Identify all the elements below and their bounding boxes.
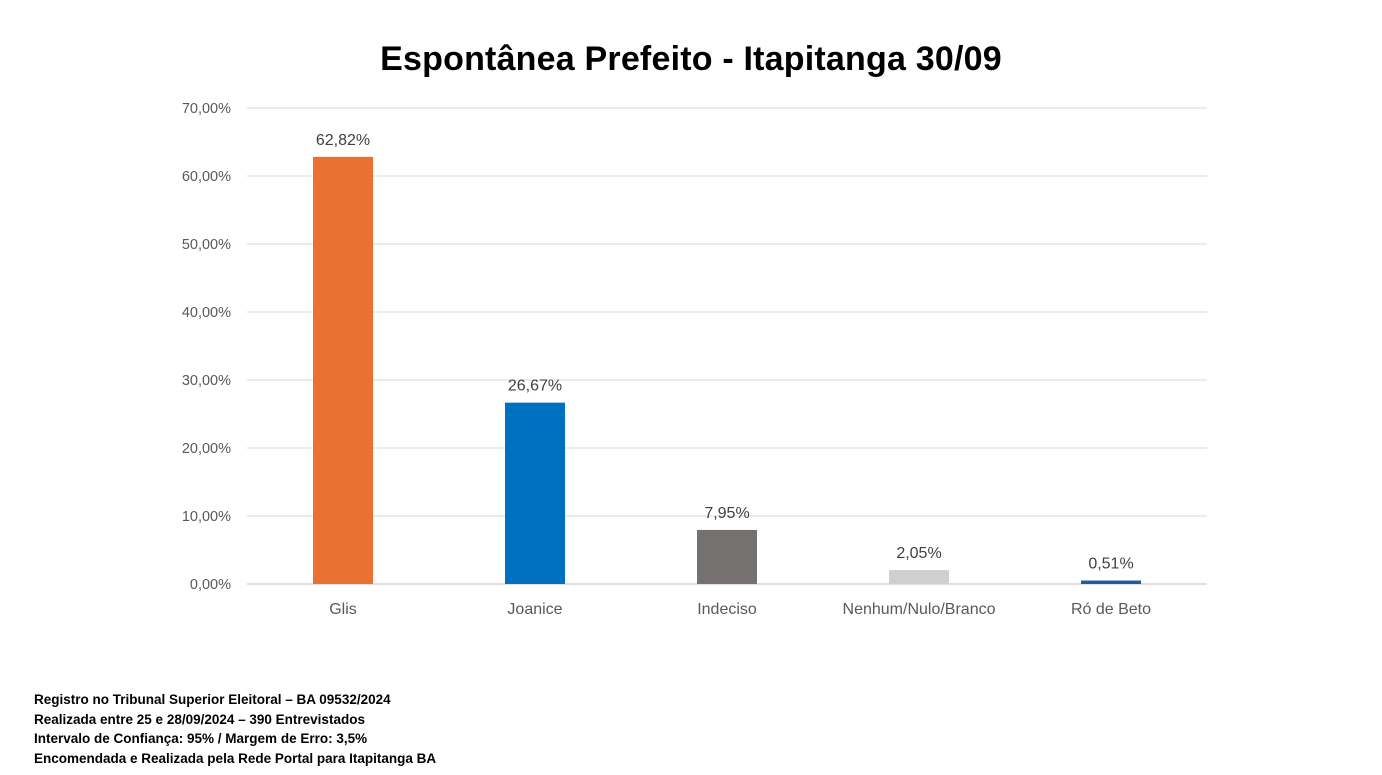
y-tick-label: 70,00%	[182, 101, 231, 117]
bar-chart: 0,00% 10,00% 20,00% 30,00% 40,00% 50,00% 60,00…	[182, 101, 1207, 618]
bar-glis	[313, 156, 373, 584]
data-labels: 62,82% 26,67% 7,95% 2,05% 0,51%	[316, 132, 1134, 573]
bar-indeciso	[697, 529, 757, 584]
y-tick-label: 0,00%	[190, 577, 231, 593]
y-tick-label: 10,00%	[182, 509, 231, 525]
footnote-confidence: Intervalo de Confiança: 95% / Margem de …	[34, 731, 368, 746]
footnotes: Registro no Tribunal Superior Eleitoral …	[34, 690, 436, 768]
chart-title: Espontânea Prefeito - Itapitanga 30/09	[380, 40, 1002, 78]
data-label: 2,05%	[896, 545, 941, 562]
footnote-commissioned: Encomendada e Realizada pela Rede Portal…	[34, 750, 437, 766]
y-tick-label: 30,00%	[182, 373, 231, 389]
y-tick-label: 20,00%	[182, 441, 231, 457]
y-tick-label: 60,00%	[182, 169, 231, 185]
y-tick-label: 50,00%	[182, 237, 231, 253]
x-tick-label: Joanice	[507, 601, 562, 618]
footnote-registration: Registro no Tribunal Superior Eleitoral …	[34, 692, 391, 707]
data-label: 7,95%	[704, 505, 749, 522]
y-tick-label: 40,00%	[182, 305, 231, 321]
x-tick-label: Glis	[329, 601, 357, 618]
y-axis-tick-labels: 0,00% 10,00% 20,00% 30,00% 40,00% 50,00% 60,00…	[182, 101, 231, 593]
data-label: 0,51%	[1088, 556, 1133, 573]
bar-joanice	[505, 402, 565, 584]
x-tick-label: Ró de Beto	[1071, 601, 1151, 618]
x-tick-label: Indeciso	[697, 601, 757, 618]
x-axis-tick-labels: Glis Joanice Indeciso Nenhum/Nulo/Branco Ró …	[329, 601, 1151, 618]
bar-r-de-beto	[1081, 580, 1141, 584]
footnote-period: Realizada entre 25 e 28/09/2024 – 390 En…	[34, 711, 365, 727]
x-tick-label: Nenhum/Nulo/Branco	[843, 601, 996, 618]
data-label: 62,82%	[316, 132, 370, 149]
bar-nenhum-nulo-branco	[889, 570, 949, 584]
gridlines	[247, 107, 1207, 585]
data-label: 26,67%	[508, 378, 562, 395]
bars	[313, 156, 1141, 584]
